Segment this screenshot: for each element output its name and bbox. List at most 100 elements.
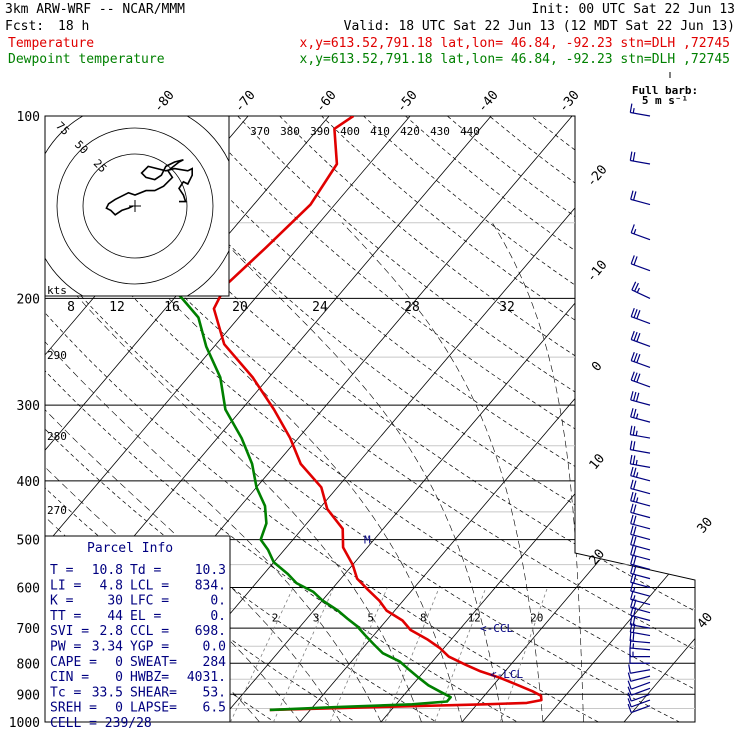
parcel-row-value: 10.8 <box>92 563 123 578</box>
isotherm-label: -80 <box>151 88 178 116</box>
hodograph-speed-label: 16 <box>164 300 180 315</box>
dry-adiabat <box>153 116 695 722</box>
isotherm-label: -60 <box>313 88 340 116</box>
isotherm-line <box>531 116 695 722</box>
wind-barb-staff <box>630 500 651 507</box>
wind-barb <box>630 371 651 388</box>
wind-barb <box>627 692 651 702</box>
wind-barb <box>630 573 651 589</box>
wind-barb-feather <box>630 590 634 600</box>
wind-barb-feather <box>632 426 636 436</box>
theta-label: 380 <box>280 125 300 138</box>
parcel-row-value: 4.8 <box>100 578 123 593</box>
wind-barb-feather <box>630 479 634 489</box>
parcel-info: Parcel Info T = 10.8 Td = 10.3 LI = 4.8 LCL = 8… <box>50 541 226 731</box>
wind-barb-staff <box>631 687 651 696</box>
wind-barb-feather <box>630 606 634 616</box>
pressure-tick-label: 500 <box>17 534 40 549</box>
wind-barb-feather <box>632 546 637 556</box>
legend-dewpoint-info: x,y=613.52,791.18 lat,lon= 46.84, -92.23… <box>300 52 730 67</box>
wind-barb-feather <box>630 255 635 265</box>
wind-barb-feather <box>627 703 632 713</box>
wind-barb-feather <box>630 391 634 401</box>
theta-label: 430 <box>430 125 450 138</box>
wind-barb <box>629 151 651 165</box>
isotherm-line <box>693 116 695 722</box>
wind-barb-half <box>633 228 637 235</box>
wind-barb <box>630 598 651 614</box>
parcel-row-label: YGP = <box>130 640 169 655</box>
wind-barb-feather <box>632 515 637 525</box>
mixing-ratio-label: 3 <box>313 611 320 624</box>
parcel-row-value: 834. <box>195 578 226 593</box>
mixing-ratio-label: 2 <box>272 611 279 624</box>
theta-side-label: 290 <box>47 349 67 362</box>
wind-barb-half <box>635 497 639 503</box>
wind-barb-feather <box>632 191 637 201</box>
wind-barb <box>630 503 651 519</box>
wind-barb-staff <box>630 581 651 589</box>
wind-barb-feather <box>630 525 634 535</box>
wind-barb-staff <box>631 681 651 690</box>
moist-adiabat <box>341 222 544 722</box>
hodograph-units: kts <box>47 284 67 297</box>
wind-barb <box>627 680 651 690</box>
parcel-info-box <box>44 535 231 723</box>
wind-barb-feather <box>630 564 634 574</box>
isotherm-label: 0 <box>589 359 606 375</box>
wind-barb-staff <box>630 511 651 519</box>
hodograph-speed-label: 28 <box>404 300 420 315</box>
wind-barb <box>630 190 651 206</box>
wind-barb-feather <box>630 582 634 592</box>
wind-barb-feather <box>631 281 637 291</box>
wind-barb-half <box>636 287 640 293</box>
mixing-ratio-line <box>384 587 440 722</box>
wind-barb-feather <box>633 352 638 362</box>
parcel-row-value: 3.34 <box>92 640 123 655</box>
pressure-tick-label: 800 <box>17 657 40 672</box>
wind-barb-feather <box>632 408 637 418</box>
parcel-row-label: CIN = <box>50 670 89 685</box>
hodograph-ring <box>56 127 214 285</box>
moist-adiabat <box>45 255 382 722</box>
forecast-hour: 18 h <box>58 19 89 34</box>
wind-barb <box>629 425 651 439</box>
pressure-tick-label: 200 <box>17 292 40 307</box>
wind-barb-feather <box>636 310 641 319</box>
parcel-row-value: 0 <box>115 670 123 685</box>
wind-barb <box>627 698 651 708</box>
wind-barb-feather <box>632 574 637 584</box>
wind-barb-feather <box>627 692 632 702</box>
isotherm-line <box>45 116 461 722</box>
wind-barb <box>629 615 651 629</box>
wind-barb <box>630 224 651 241</box>
wind-barb-staff <box>630 198 651 206</box>
isotherm-label: 10 <box>587 451 609 473</box>
parcel-row-value: 53. <box>203 685 226 700</box>
wind-barb <box>630 555 651 570</box>
theta-label: 420 <box>400 125 420 138</box>
parcel-row-label: T = <box>50 563 74 578</box>
wind-barb-feather <box>634 282 639 292</box>
dry-adiabat <box>572 116 695 722</box>
dry-adiabat <box>195 116 695 722</box>
wind-barb-feather <box>630 190 634 200</box>
model-title: 3km ARW-WRF -- NCAR/MMM <box>5 2 185 17</box>
pressure-tick-label: 600 <box>17 582 40 597</box>
wind-barb-feather <box>632 391 637 401</box>
isotherm-label: -50 <box>394 88 421 116</box>
dry-adiabat <box>279 116 695 722</box>
hodograph-speed-label: 20 <box>232 300 248 315</box>
wind-barb <box>630 255 651 272</box>
wind-barb-feather <box>629 440 633 450</box>
pressure-tick-label: 900 <box>17 688 40 703</box>
wind-barb-half <box>635 472 639 478</box>
hodograph-speed-label: 24 <box>312 300 328 315</box>
parcel-row-value: 0. <box>210 594 226 609</box>
parcel-row-value: 698. <box>195 624 226 639</box>
parcel-row-label: Td = <box>130 563 161 578</box>
wind-barb-feather <box>636 354 641 363</box>
dry-adiabat <box>405 116 695 722</box>
wind-barb-staff <box>630 675 651 682</box>
